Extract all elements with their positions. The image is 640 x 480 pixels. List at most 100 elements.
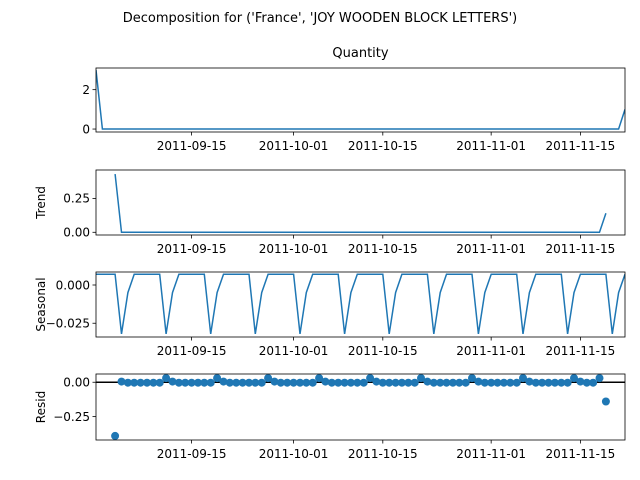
resid-point (206, 378, 215, 387)
resid-point (461, 378, 470, 387)
seasonal-xtick-label: 2011-10-15 (348, 344, 418, 358)
resid-point (162, 374, 171, 383)
resid-point (219, 377, 228, 386)
resid-point (557, 378, 566, 387)
resid-point (563, 378, 572, 387)
quantity-xtick-label: 2011-11-01 (456, 139, 526, 153)
seasonal-xtick-label: 2011-10-01 (259, 344, 329, 358)
resid-point (225, 378, 234, 387)
resid-point (315, 374, 324, 383)
resid-point (417, 374, 425, 383)
resid-point (327, 378, 336, 387)
trend-plot-area (114, 174, 607, 234)
resid-point (296, 378, 304, 387)
resid-point (410, 378, 419, 387)
seasonal-ytick-label: −0.025 (46, 317, 90, 331)
quantity-ytick-label: 0 (82, 122, 90, 136)
trend-xtick-label: 2011-09-15 (157, 242, 227, 256)
resid-plot-area (96, 374, 625, 440)
resid-point (340, 378, 349, 387)
resid-point (283, 378, 292, 387)
resid-point (404, 378, 413, 387)
trend-series-line (114, 174, 607, 234)
resid-ytick-label: −0.25 (53, 410, 90, 424)
quantity-ytick-label: 2 (82, 83, 90, 97)
quantity-panel: 0 2 2011-09-15 2011-10-01 2011-10-15 2011-11-… (82, 46, 626, 153)
resid-ylabel: Resid (34, 391, 48, 423)
resid-point (436, 378, 445, 387)
resid-point (168, 377, 177, 386)
seasonal-ylabel: Seasonal (34, 277, 48, 331)
resid-point (111, 431, 120, 440)
resid-point (238, 378, 247, 387)
resid-point (321, 377, 330, 386)
resid-point (538, 378, 547, 387)
quantity-plot-area (96, 69, 625, 130)
seasonal-ytick-label: 0.000 (56, 278, 90, 292)
resid-point (391, 378, 400, 387)
trend-xtick-label: 2011-10-01 (259, 242, 329, 256)
seasonal-xtick-label: 2011-09-15 (157, 344, 227, 358)
resid-point (550, 378, 559, 387)
resid-point (155, 378, 164, 387)
resid-point (506, 378, 515, 387)
resid-point (519, 374, 527, 383)
resid-point (448, 378, 457, 387)
resid-point (487, 378, 496, 387)
resid-point (499, 378, 508, 387)
resid-point (270, 377, 279, 386)
resid-point (429, 378, 438, 387)
resid-point (149, 378, 158, 387)
resid-point (174, 378, 183, 387)
panels: 0 2 2011-09-15 2011-10-01 2011-10-15 2011-11-… (34, 46, 626, 461)
resid-point (359, 378, 368, 387)
resid-point (276, 378, 285, 387)
trend-frame (95, 169, 626, 236)
resid-point (181, 378, 190, 387)
resid-point (589, 378, 598, 387)
resid-point (251, 378, 260, 387)
seasonal-plot-area (96, 273, 625, 335)
resid-point (334, 378, 343, 387)
resid-point (232, 378, 241, 387)
quantity-xtick-label: 2011-11-15 (546, 139, 616, 153)
resid-point (512, 378, 521, 387)
resid-point (264, 374, 273, 383)
resid-point (117, 377, 126, 386)
resid-point (346, 378, 355, 387)
quantity-title: Quantity (332, 46, 388, 61)
resid-point (595, 374, 604, 383)
resid-ytick-label: 0.00 (63, 376, 90, 390)
resid-point (570, 374, 578, 383)
seasonal-frame (95, 271, 626, 338)
resid-point (257, 378, 266, 387)
resid-point (130, 378, 139, 387)
resid-point (187, 378, 196, 387)
resid-xtick-label: 2011-10-01 (259, 447, 329, 461)
resid-xtick-label: 2011-09-15 (157, 447, 227, 461)
resid-point (136, 378, 145, 387)
quantity-frame (95, 67, 626, 133)
figure-title: Decomposition for ('France', 'JOY WOODEN… (123, 11, 517, 26)
resid-point (468, 374, 476, 383)
resid-point (474, 377, 483, 386)
resid-point (245, 378, 253, 387)
resid-point (582, 378, 591, 387)
resid-point (576, 377, 585, 386)
trend-xtick-label: 2011-11-15 (546, 242, 616, 256)
seasonal-xtick-label: 2011-11-01 (456, 344, 526, 358)
trend-panel: 0.00 0.25 2011-09-15 2011-10-01 2011-10-15 20… (34, 169, 626, 256)
quantity-xtick-label: 2011-10-01 (259, 139, 329, 153)
resid-point (143, 378, 151, 387)
trend-xtick-label: 2011-11-01 (456, 242, 526, 256)
resid-point (213, 374, 222, 383)
resid-point (601, 397, 610, 406)
resid-xtick-label: 2011-11-01 (456, 447, 526, 461)
trend-xtick-label: 2011-10-15 (348, 242, 418, 256)
resid-point (372, 377, 381, 386)
trend-ytick-label: 0.00 (63, 226, 90, 240)
resid-point (525, 377, 534, 386)
resid-point (455, 378, 464, 387)
resid-point (493, 378, 502, 387)
